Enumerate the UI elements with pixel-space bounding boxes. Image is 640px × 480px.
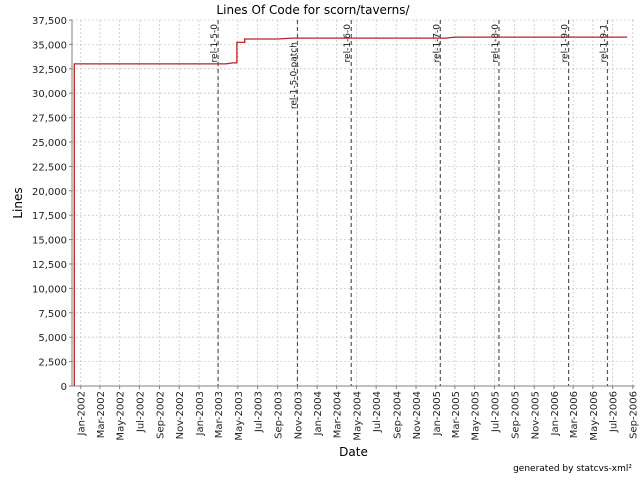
- x-tick-label: Jul-2003: [254, 391, 265, 433]
- x-tick-label: Jan-2006: [550, 391, 561, 436]
- y-tick-label: 32,500: [32, 65, 67, 76]
- x-tick-label: Jul-2002: [135, 391, 146, 433]
- y-tick-label: 25,000: [32, 138, 67, 149]
- y-tick-label: 10,000: [32, 284, 67, 295]
- x-tick-label: Mar-2006: [569, 391, 580, 438]
- x-tick-label: Sep-2006: [629, 391, 640, 439]
- grid-lines: [72, 19, 635, 386]
- y-tick-label: 37,500: [32, 16, 67, 27]
- y-tick-label: 17,500: [32, 211, 67, 222]
- x-tick-label: Nov-2005: [530, 391, 541, 439]
- y-tick-label: 7,500: [38, 309, 67, 320]
- y-tick-label: 15,000: [32, 236, 67, 247]
- x-tick-label: Jan-2005: [432, 391, 443, 436]
- x-tick-label: Jul-2004: [372, 391, 383, 433]
- chart-title: Lines Of Code for scorn/taverns/: [216, 3, 410, 17]
- x-tick-label: Nov-2002: [175, 391, 186, 439]
- x-tick-label: Nov-2004: [412, 391, 423, 439]
- x-tick-label: Jul-2005: [490, 391, 501, 433]
- release-marker-label: rel-1-8-0: [491, 24, 501, 63]
- x-tick-label: Mar-2005: [451, 391, 462, 438]
- x-tick-label: Jan-2004: [313, 391, 324, 436]
- x-tick-label: Sep-2003: [274, 391, 285, 439]
- x-axis-label: Date: [339, 445, 368, 459]
- release-marker-label: rel-1-6-0: [343, 24, 353, 63]
- x-tick-label: May-2003: [234, 391, 245, 441]
- release-marker-label: rel-1-9-0: [561, 24, 571, 63]
- y-tick-label: 22,500: [32, 162, 67, 173]
- release-marker-label: rel-1-9-1: [599, 24, 609, 62]
- y-tick-label: 35,000: [32, 40, 67, 51]
- x-tick-label: Jan-2002: [77, 391, 88, 436]
- loc-series-line: [73, 36, 628, 386]
- y-tick-label: 27,500: [32, 114, 67, 125]
- y-tick-label: 20,000: [32, 187, 67, 198]
- y-tick-label: 30,000: [32, 89, 67, 100]
- x-tick-label: Nov-2003: [293, 391, 304, 439]
- x-tick-label: May-2004: [352, 391, 363, 441]
- x-tick-label: May-2005: [471, 391, 482, 441]
- x-tick-label: Mar-2002: [96, 391, 107, 438]
- generator-credit: generated by statcvs-xml²: [513, 464, 632, 474]
- x-tick-label: Jul-2006: [609, 391, 620, 433]
- x-tick-label: Sep-2004: [392, 391, 403, 439]
- x-tick-label: Sep-2005: [510, 391, 521, 439]
- x-tick-label: May-2006: [589, 391, 600, 441]
- x-tick-label: Mar-2004: [333, 391, 344, 438]
- release-marker-label: rel-1-7-0: [432, 24, 442, 63]
- y-tick-label: 2,500: [38, 358, 67, 369]
- x-tick-label: Jan-2003: [195, 391, 206, 436]
- x-tick-label: Sep-2002: [155, 391, 166, 439]
- y-tick-label: 12,500: [32, 260, 67, 271]
- y-axis-label: Lines: [11, 187, 25, 218]
- y-tick-label: 0: [61, 382, 67, 393]
- release-marker-label: rel-1-5-0-patch: [289, 42, 299, 109]
- series-layer: [73, 36, 628, 386]
- y-tick-label: 5,000: [38, 333, 67, 344]
- axes: 0 2,500 5,000 7,500 10,000 12,500 15,000 17,500…: [32, 16, 640, 441]
- release-markers: rel-1-5-0 rel-1-5-0-patch rel-1-6-0 rel-1-7…: [210, 20, 609, 386]
- release-marker-label: rel-1-5-0: [210, 24, 220, 63]
- x-tick-label: Mar-2003: [214, 391, 225, 438]
- x-tick-label: May-2002: [116, 391, 127, 441]
- plot-area: [72, 20, 635, 386]
